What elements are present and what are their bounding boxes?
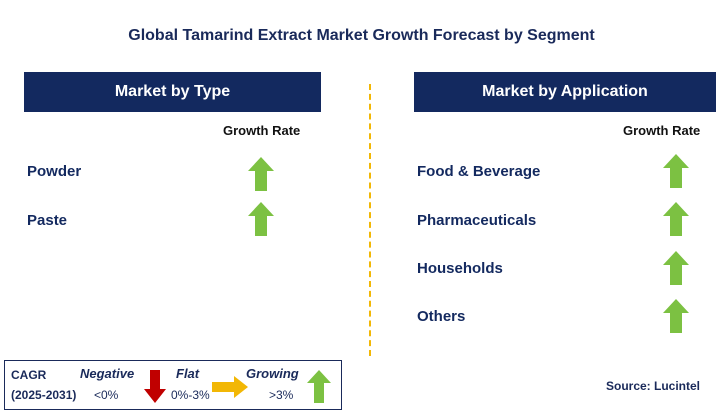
application-header: Market by Application (414, 72, 716, 112)
legend-negative-value: <0% (94, 388, 119, 402)
legend-growing-value: >3% (269, 388, 294, 402)
source-note: Source: Lucintel (605, 379, 700, 393)
legend-flat-value: 0%-3% (171, 388, 210, 402)
legend-negative-label: Negative (80, 366, 135, 381)
type-growth-rate-label: Growth Rate (223, 123, 301, 138)
flat-arrow-icon (212, 376, 248, 398)
application-item-others: Others (417, 308, 466, 325)
application-item-households: Households (417, 260, 503, 277)
growing-arrow-icon (663, 202, 689, 236)
growing-arrow-icon (663, 251, 689, 285)
growing-arrow-icon (663, 299, 689, 333)
legend-flat-label: Flat (176, 366, 200, 381)
type-header: Market by Type (24, 72, 321, 112)
type-item-paste: Paste (27, 212, 68, 229)
legend-growing-label: Growing (246, 366, 299, 381)
legend-cagr-label: CAGR (11, 368, 47, 382)
growing-arrow-icon (307, 370, 331, 403)
application-item-pharmaceuticals: Pharmaceuticals (417, 212, 537, 229)
chart-title: Global Tamarind Extract Market Growth Fo… (128, 27, 595, 44)
application-growth-rate-label: Growth Rate (623, 123, 701, 138)
growing-arrow-icon (248, 157, 274, 191)
growing-arrow-icon (248, 202, 274, 236)
application-item-food-beverage: Food & Beverage (417, 163, 541, 180)
panel-divider (369, 84, 371, 356)
type-item-powder: Powder (27, 163, 82, 180)
negative-arrow-icon (144, 370, 166, 403)
growing-arrow-icon (663, 154, 689, 188)
cagr-legend: CAGR (2025-2031) Negative <0% Flat 0%-3%… (4, 360, 342, 410)
legend-period: (2025-2031) (11, 388, 77, 402)
